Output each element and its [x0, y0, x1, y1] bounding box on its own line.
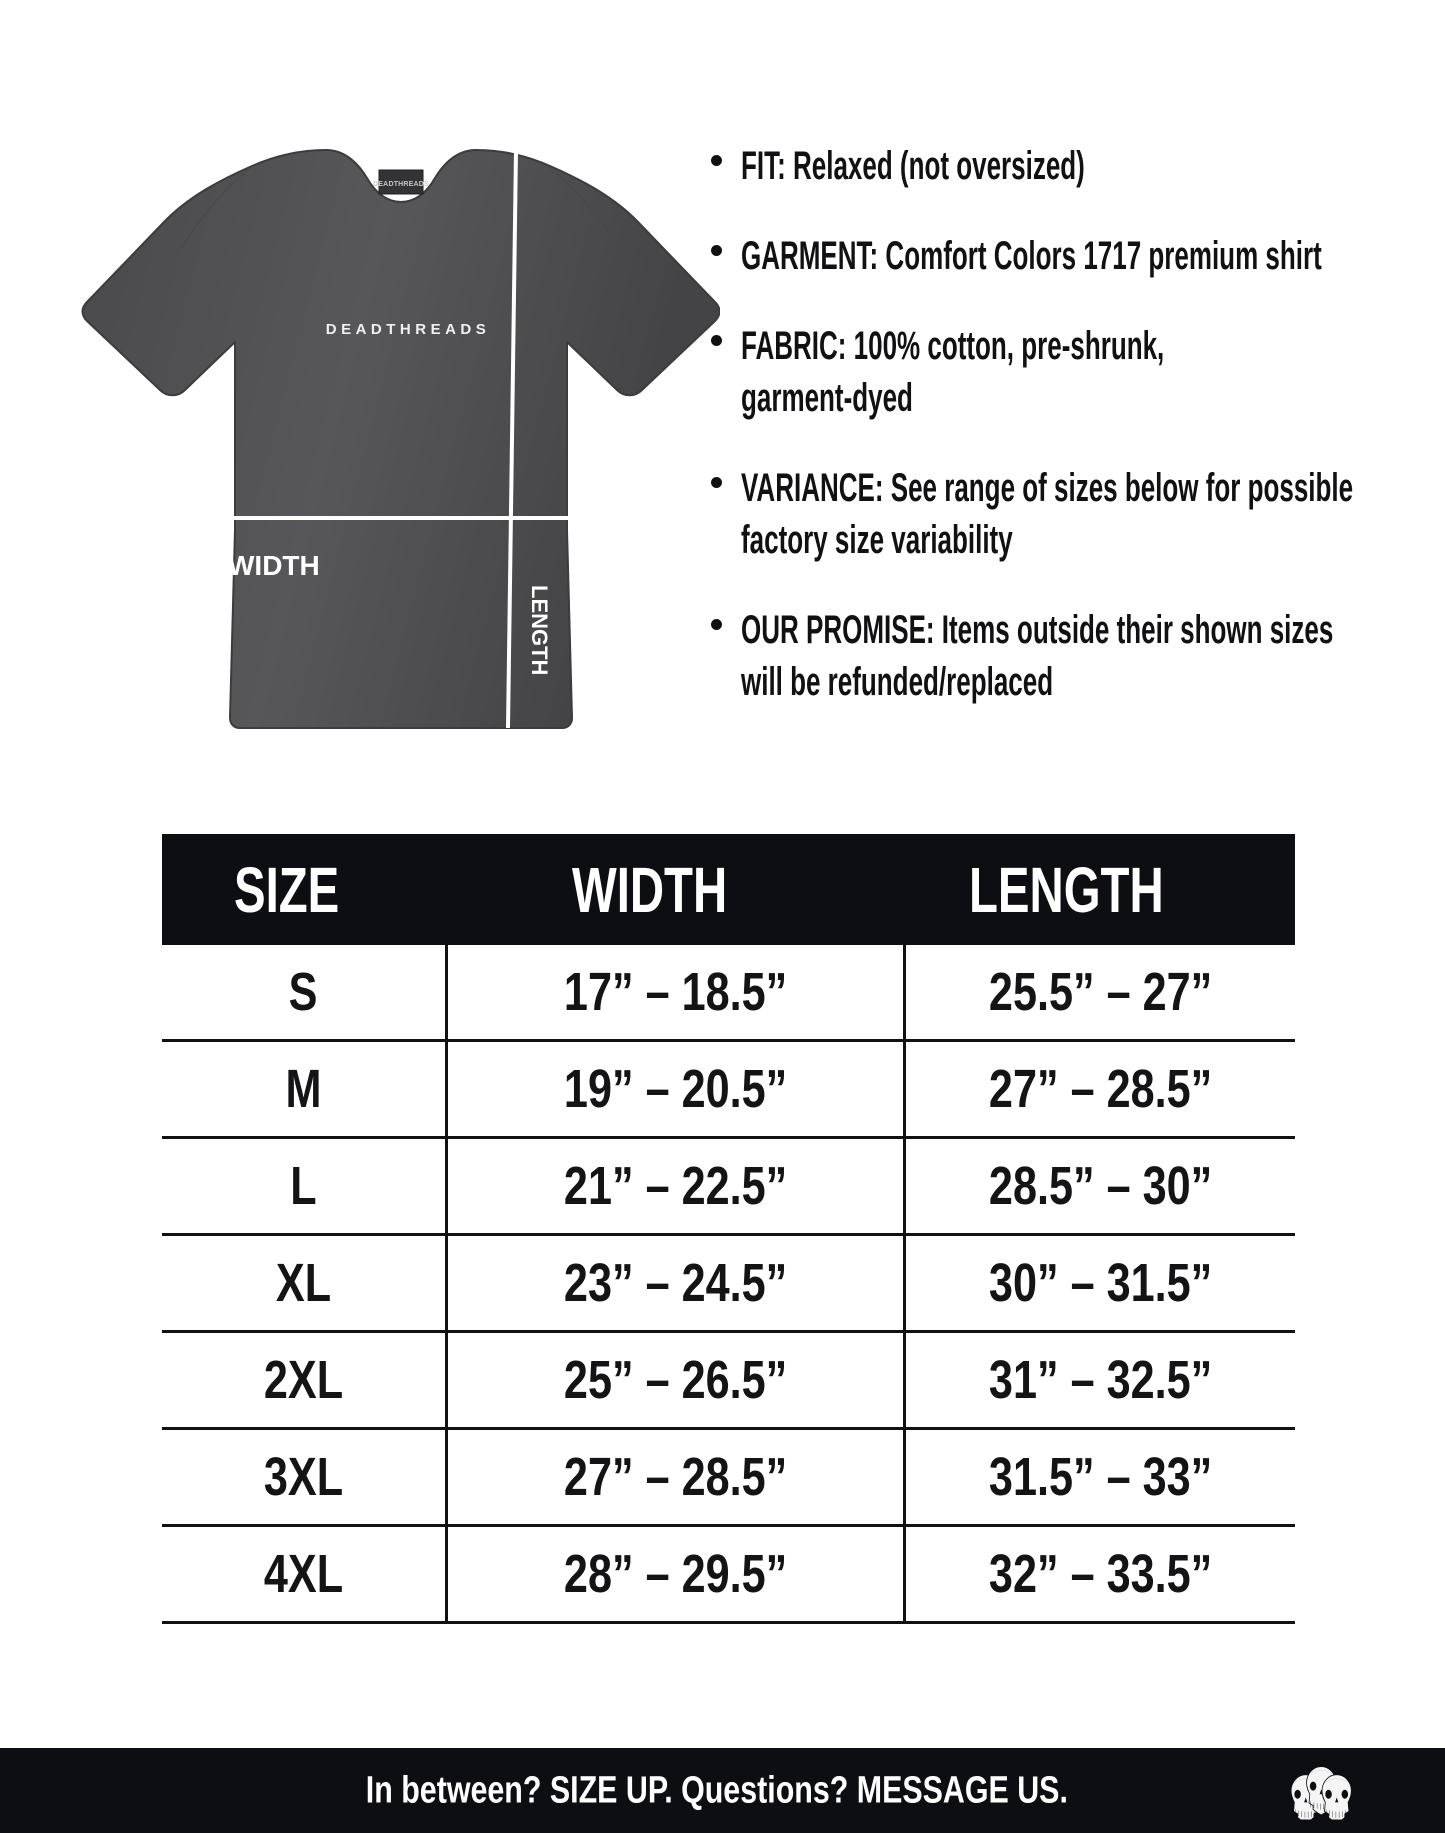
svg-text:DEADTHREADS: DEADTHREADS — [373, 181, 429, 188]
svg-text:DEADTHREADS: DEADTHREADS — [326, 321, 491, 338]
svg-text:WIDTH: WIDTH — [228, 550, 320, 581]
svg-text:LENGTH: LENGTH — [527, 585, 552, 675]
